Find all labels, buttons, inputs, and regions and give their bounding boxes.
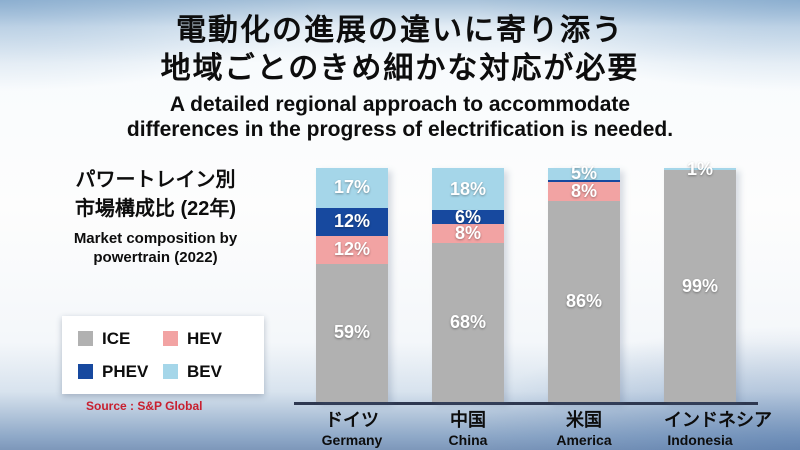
segment-phev: 12% xyxy=(316,207,388,236)
axis-description-jp: パワートレイン別 市場構成比 (22年) xyxy=(38,166,273,224)
segment-phev: 6% xyxy=(432,207,504,227)
legend: ICE HEV PHEV BEV xyxy=(62,316,264,394)
segment-value-label: 68% xyxy=(449,311,487,332)
bar-america: 86% 8% 5% xyxy=(548,163,620,402)
source-credit: Source : S&P Global xyxy=(86,399,203,413)
segment-value-label: 5% xyxy=(570,163,597,184)
plot-area: 59% 12% 12% 17% 68% 8% 6% 18% 86% 8% 5% 99% 1% xyxy=(294,159,758,405)
title-block: 電動化の進展の違いに寄り添う 地域ごとのきめ細かな対応が必要 A detaile… xyxy=(0,12,800,142)
segment-value-label: 99% xyxy=(681,275,719,296)
axis-jp-line2: 市場構成比 (22年) xyxy=(74,198,237,220)
title-jp-line2: 地域ごとのきめ細かな対応が必要 xyxy=(160,52,640,86)
bar-indonesia: 99% 1% xyxy=(664,159,736,402)
title-en-line2: differences in the progress of electrifi… xyxy=(126,117,674,141)
segment-bev: 5% xyxy=(548,163,620,183)
category-label-en: Indonesia xyxy=(667,431,733,448)
category-label-germany: ドイツ Germany xyxy=(316,410,388,449)
stacked-bar-chart: 59% 12% 12% 17% 68% 8% 6% 18% 86% 8% 5% 99% 1% ドイツ Ge… xyxy=(294,159,772,449)
segment-value-label: 12% xyxy=(333,239,371,260)
category-label-jp: ドイツ xyxy=(325,410,379,430)
legend-swatch-ice xyxy=(78,331,93,346)
legend-item-hev: HEV xyxy=(163,329,248,349)
segment-ice: 68% xyxy=(432,242,504,402)
bar-china: 68% 8% 6% 18% xyxy=(432,168,504,402)
segment-ice: 99% xyxy=(664,170,736,402)
segment-value-label: 8% xyxy=(454,223,481,244)
legend-item-ice: ICE xyxy=(78,329,163,349)
segment-value-label: 59% xyxy=(333,322,371,343)
axis-en-line2: powertrain (2022) xyxy=(93,248,218,266)
bar-germany: 59% 12% 12% 17% xyxy=(316,168,388,402)
segment-value-label: 12% xyxy=(333,211,371,232)
category-label-en: Germany xyxy=(321,431,383,448)
category-label-en: China xyxy=(448,431,488,448)
title-japanese: 電動化の進展の違いに寄り添う 地域ごとのきめ細かな対応が必要 xyxy=(0,12,800,89)
segment-value-label: 1% xyxy=(686,158,713,179)
segment-ice: 59% xyxy=(316,263,388,402)
segment-value-label: 6% xyxy=(454,206,481,227)
segment-bev: 18% xyxy=(432,168,504,211)
title-english: A detailed regional approach to accommod… xyxy=(0,93,800,143)
category-label-en: America xyxy=(556,431,612,448)
legend-item-phev: PHEV xyxy=(78,362,163,382)
category-label-indonesia: インドネシア Indonesia xyxy=(664,410,772,449)
segment-value-label: 17% xyxy=(333,177,371,198)
category-label-jp: インドネシア xyxy=(664,410,772,430)
segment-hev: 8% xyxy=(432,223,504,244)
category-label-jp: 中国 xyxy=(450,410,486,430)
legend-swatch-hev xyxy=(163,331,178,346)
segment-hev: 8% xyxy=(548,180,620,201)
axis-jp-line1: パワートレイン別 xyxy=(75,169,236,191)
segment-bev: 1% xyxy=(664,159,736,179)
category-labels: ドイツ Germany 中国 China 米国 America インドネシア Indonesi… xyxy=(294,410,772,449)
category-label-jp: 米国 xyxy=(566,410,602,430)
segment-ice: 86% xyxy=(548,200,620,402)
legend-swatch-bev xyxy=(163,364,178,379)
segment-bev: 17% xyxy=(316,168,388,208)
category-label-america: 米国 America xyxy=(548,410,620,449)
segment-phev xyxy=(548,179,620,183)
axis-description-en: Market composition by powertrain (2022) xyxy=(38,230,273,268)
legend-swatch-phev xyxy=(78,364,93,379)
axis-en-line1: Market composition by xyxy=(73,230,238,247)
axis-description: パワートレイン別 市場構成比 (22年) Market composition … xyxy=(38,166,273,268)
segment-hev: 12% xyxy=(316,235,388,264)
category-label-china: 中国 China xyxy=(432,410,504,449)
legend-label: PHEV xyxy=(102,361,149,381)
title-en-line1: A detailed regional approach to accommod… xyxy=(169,92,631,116)
legend-item-bev: BEV xyxy=(163,362,248,382)
legend-label: ICE xyxy=(102,328,131,348)
segment-value-label: 18% xyxy=(449,178,487,199)
segment-value-label: 8% xyxy=(570,180,597,201)
title-jp-line1: 電動化の進展の違いに寄り添う xyxy=(176,14,624,47)
legend-label: HEV xyxy=(187,328,222,348)
legend-label: BEV xyxy=(187,361,222,381)
segment-value-label: 86% xyxy=(565,290,603,311)
